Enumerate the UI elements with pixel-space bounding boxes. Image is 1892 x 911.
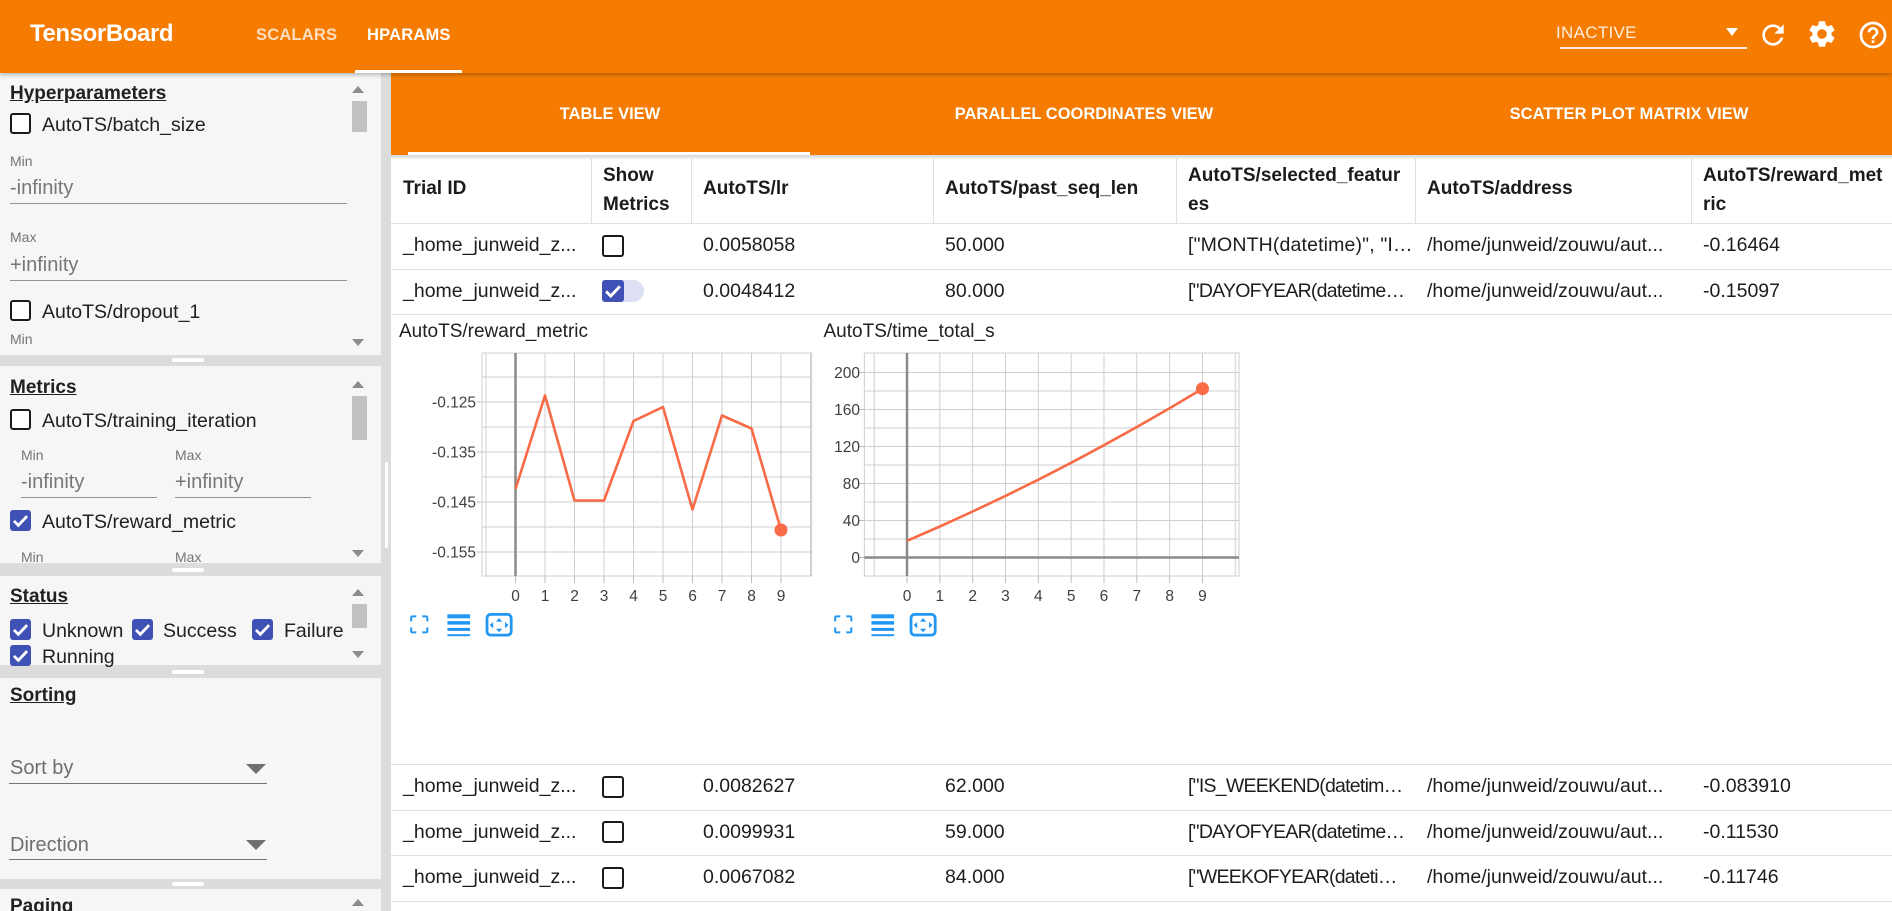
svg-text:40: 40 [843,513,861,530]
svg-text:1: 1 [936,588,945,605]
svg-text:8: 8 [1165,588,1174,605]
svg-text:4: 4 [1034,588,1043,605]
svg-text:-0.155: -0.155 [432,545,476,562]
svg-text:AutoTS/time_total_s: AutoTS/time_total_s [824,321,995,342]
svg-text:7: 7 [1132,588,1141,605]
svg-text:160: 160 [834,402,860,419]
svg-text:6: 6 [688,588,697,605]
svg-text:5: 5 [659,588,668,605]
svg-text:0: 0 [903,588,912,605]
svg-text:2: 2 [968,588,977,605]
svg-text:120: 120 [834,439,860,456]
svg-text:AutoTS/reward_metric: AutoTS/reward_metric [399,321,588,342]
svg-text:3: 3 [600,588,609,605]
svg-text:9: 9 [1198,588,1207,605]
svg-text:-0.145: -0.145 [432,495,476,512]
svg-text:1: 1 [541,588,550,605]
svg-text:8: 8 [747,588,756,605]
svg-text:7: 7 [718,588,727,605]
svg-text:0: 0 [511,588,520,605]
svg-text:2: 2 [570,588,579,605]
svg-text:-0.135: -0.135 [432,445,476,462]
svg-text:5: 5 [1067,588,1076,605]
svg-text:6: 6 [1100,588,1109,605]
svg-text:3: 3 [1001,588,1010,605]
svg-text:4: 4 [629,588,638,605]
svg-text:-0.125: -0.125 [432,395,476,412]
svg-text:0: 0 [851,550,860,567]
svg-text:9: 9 [777,588,786,605]
svg-text:200: 200 [834,365,860,382]
svg-text:80: 80 [843,476,861,493]
